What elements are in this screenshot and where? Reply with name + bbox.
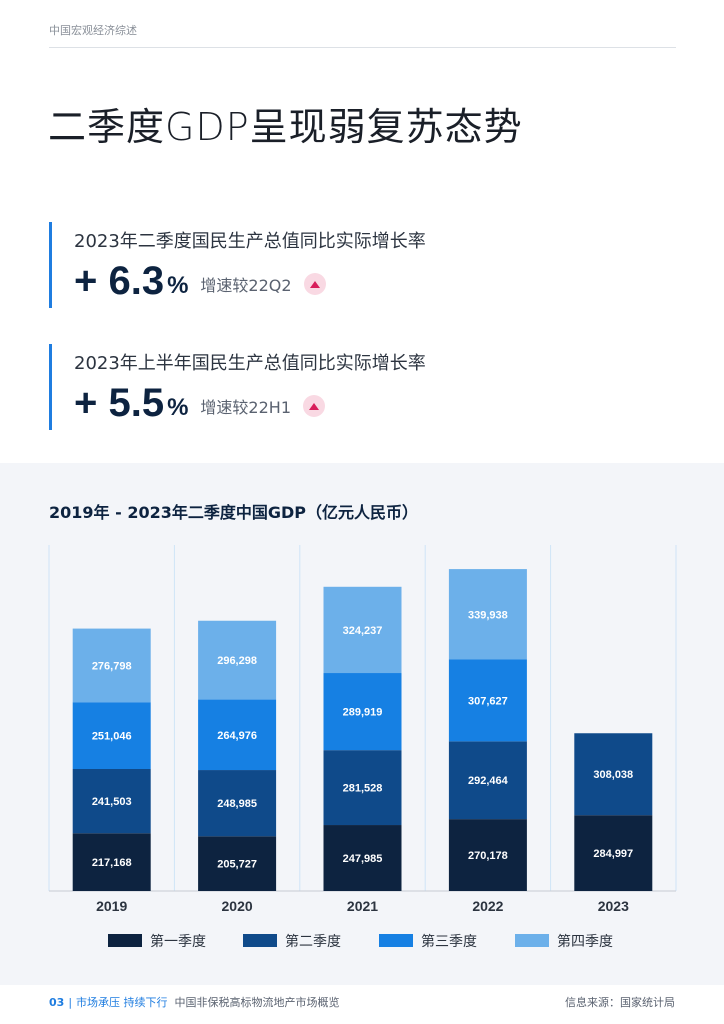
bar-segment — [198, 620, 277, 700]
bar-segment — [198, 770, 277, 837]
bar-segment — [448, 569, 527, 660]
bar-segment — [448, 659, 527, 742]
legend-label: 第四季度 — [557, 933, 613, 950]
bar-segment — [323, 750, 402, 826]
footer-source: 信息来源：国家统计局 — [565, 996, 675, 1009]
legend-swatch — [515, 934, 549, 947]
x-tick-label: 2021 — [347, 898, 378, 914]
x-tick-label: 2022 — [472, 898, 503, 914]
page-number: 03 — [49, 996, 65, 1009]
header-divider — [49, 47, 676, 48]
legend-swatch — [108, 934, 142, 947]
x-tick-label: 2020 — [222, 898, 253, 914]
bar-segment — [198, 699, 277, 771]
data-label: 292,464 — [468, 775, 509, 787]
data-label: 217,168 — [92, 857, 132, 869]
bar-segment — [72, 628, 151, 703]
legend-label: 第三季度 — [421, 933, 477, 950]
data-label: 308,038 — [593, 769, 633, 781]
data-label: 247,985 — [343, 853, 383, 865]
data-label: 307,627 — [468, 695, 508, 707]
kpi-note: 增速较22H1 — [200, 398, 291, 417]
bar-segment — [448, 741, 527, 820]
data-label: 296,298 — [217, 655, 257, 667]
kpi-caption: 2023年二季度国民生产总值同比实际增长率 — [74, 231, 426, 252]
footer-report: 中国非保税高标物流地产市场概览 — [174, 996, 340, 1009]
data-label: 241,503 — [92, 796, 132, 808]
footer-left: 03 | 市场承压 持续下行 中国非保税高标物流地产市场概览 — [49, 994, 340, 1010]
footer-section: 市场承压 持续下行 — [76, 996, 168, 1009]
kpi-h1-growth: 2023年上半年国民生产总值同比实际增长率 + 5.5 % 增速较22H1 — [49, 344, 649, 430]
data-label: 324,237 — [343, 625, 383, 637]
bar-segment — [72, 702, 151, 769]
bar-segment — [323, 673, 402, 751]
kpi-note: 增速较22Q2 — [200, 276, 292, 295]
bar-segment — [448, 819, 527, 891]
legend-swatch — [243, 934, 277, 947]
gdp-chart-panel: 217,168 241,503 251,046 276,798 2019 205,727 2… — [0, 463, 724, 985]
kpi-caption: 2023年上半年国民生产总值同比实际增长率 — [74, 353, 426, 374]
footer-separator: | — [68, 996, 73, 1009]
trend-up-icon — [303, 273, 326, 295]
header-label: 中国宏观经济综述 — [49, 24, 137, 37]
chart-title: 2019年 - 2023年二季度中国GDP（亿元人民币） — [49, 503, 418, 522]
data-label: 281,528 — [343, 783, 383, 795]
page-title: 二季度GDP呈现弱复苏态势 — [48, 105, 523, 149]
bar-segment — [323, 586, 402, 674]
legend-label: 第一季度 — [150, 933, 206, 950]
data-label: 339,938 — [468, 609, 508, 621]
data-label: 270,178 — [468, 850, 508, 862]
bar-segment — [323, 825, 402, 891]
x-tick-label: 2023 — [598, 898, 629, 914]
data-label: 289,919 — [343, 707, 383, 719]
legend-label: 第二季度 — [285, 933, 341, 950]
data-label: 284,997 — [593, 848, 633, 860]
gdp-stacked-bar-chart: 217,168 241,503 251,046 276,798 2019 205,727 2… — [48, 545, 677, 950]
legend-swatch — [379, 934, 413, 947]
bar-segment — [198, 836, 277, 891]
bar-segment — [72, 768, 151, 834]
bar-segment — [574, 815, 653, 891]
kpi-value: + 6.3 — [74, 258, 165, 303]
kpi-unit: % — [167, 394, 189, 421]
data-label: 248,985 — [217, 798, 257, 810]
kpi-q2-growth: 2023年二季度国民生产总值同比实际增长率 + 6.3 % 增速较22Q2 — [49, 222, 649, 308]
trend-up-icon — [303, 395, 325, 417]
kpi-unit: % — [167, 272, 189, 299]
x-tick-label: 2019 — [96, 898, 127, 914]
data-label: 251,046 — [92, 731, 132, 743]
data-label: 205,727 — [217, 859, 257, 871]
bar-segment — [72, 833, 151, 891]
kpi-value: + 5.5 — [74, 380, 165, 425]
data-label: 264,976 — [217, 730, 257, 742]
data-label: 276,798 — [92, 660, 132, 672]
bar-segment — [574, 733, 653, 816]
